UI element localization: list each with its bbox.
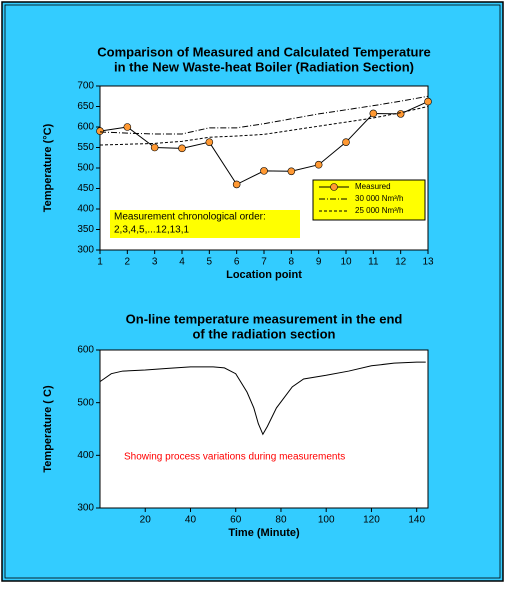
legend-label: Measured (355, 182, 391, 191)
legend-marker (330, 183, 338, 191)
x-tick-label: 12 (395, 257, 407, 268)
x-axis-label: Location point (226, 269, 302, 281)
x-tick-label: 4 (179, 257, 185, 268)
x-tick-label: 80 (275, 515, 287, 526)
plot-area (99, 349, 429, 509)
y-tick-label: 650 (77, 101, 94, 112)
inner-border (4, 4, 501, 579)
y-tick-label: 300 (77, 245, 94, 256)
y-tick-label: 600 (77, 122, 94, 133)
x-tick-label: 2 (125, 257, 131, 268)
marker (150, 143, 159, 152)
x-axis-label: Time (Minute) (228, 527, 300, 539)
x-tick-label: 5 (207, 257, 213, 268)
annotation: Showing process variations during measur… (124, 452, 345, 463)
chart-title: Comparison of Measured and Calculated Te… (97, 44, 431, 59)
y-tick-label: 450 (77, 183, 94, 194)
x-tick-label: 140 (408, 515, 425, 526)
legend-label: 25 000 Nm³/h (355, 206, 403, 215)
marker (232, 180, 241, 189)
chart-title: in the New Waste-heat Boiler (Radiation … (114, 59, 414, 74)
marker (424, 97, 432, 106)
marker (369, 109, 378, 118)
x-tick-label: 13 (422, 257, 434, 268)
annotation: 2,3,4,5,...12,13,1 (114, 225, 189, 236)
marker (123, 123, 132, 131)
x-tick-label: 1 (97, 257, 103, 268)
marker (396, 110, 405, 118)
legend (312, 179, 426, 221)
marker (314, 160, 323, 169)
x-tick-label: 100 (318, 515, 335, 526)
y-axis-label: Temperature ( C) (42, 385, 54, 473)
chart-title: of the radiation section (192, 326, 335, 341)
y-axis-label: Temperature (°C) (42, 123, 54, 212)
x-tick-label: 9 (316, 257, 322, 268)
x-tick-label: 8 (289, 257, 295, 268)
y-tick-label: 700 (77, 81, 94, 92)
y-tick-label: 500 (77, 163, 94, 174)
y-tick-label: 350 (77, 224, 94, 235)
x-tick-label: 11 (368, 257, 379, 268)
marker (96, 127, 104, 135)
series-line (99, 95, 429, 135)
y-tick-label: 400 (77, 204, 94, 215)
y-tick-label: 550 (77, 142, 94, 153)
marker (287, 167, 296, 176)
x-tick-label: 10 (340, 257, 352, 268)
chart-title: On-line temperature measurement in the e… (126, 311, 403, 326)
marker (260, 167, 268, 175)
annotation-box (110, 210, 300, 238)
x-tick-label: 20 (140, 515, 152, 526)
x-tick-label: 3 (152, 257, 158, 268)
legend-label: 30 000 Nm³/h (355, 194, 403, 203)
y-tick-label: 400 (77, 450, 94, 461)
x-tick-label: 7 (261, 257, 267, 268)
y-tick-label: 500 (77, 397, 94, 408)
y-tick-label: 300 (77, 503, 94, 514)
x-tick-label: 60 (230, 515, 242, 526)
y-tick-label: 600 (77, 345, 94, 356)
annotation: Measurement chronological order: (114, 212, 266, 223)
x-tick-label: 6 (234, 257, 240, 268)
x-tick-label: 120 (363, 515, 380, 526)
series-line (99, 361, 426, 436)
series-line (99, 106, 429, 146)
marker (205, 138, 214, 146)
marker (178, 144, 186, 153)
x-tick-label: 40 (185, 515, 197, 526)
marker (342, 138, 350, 146)
